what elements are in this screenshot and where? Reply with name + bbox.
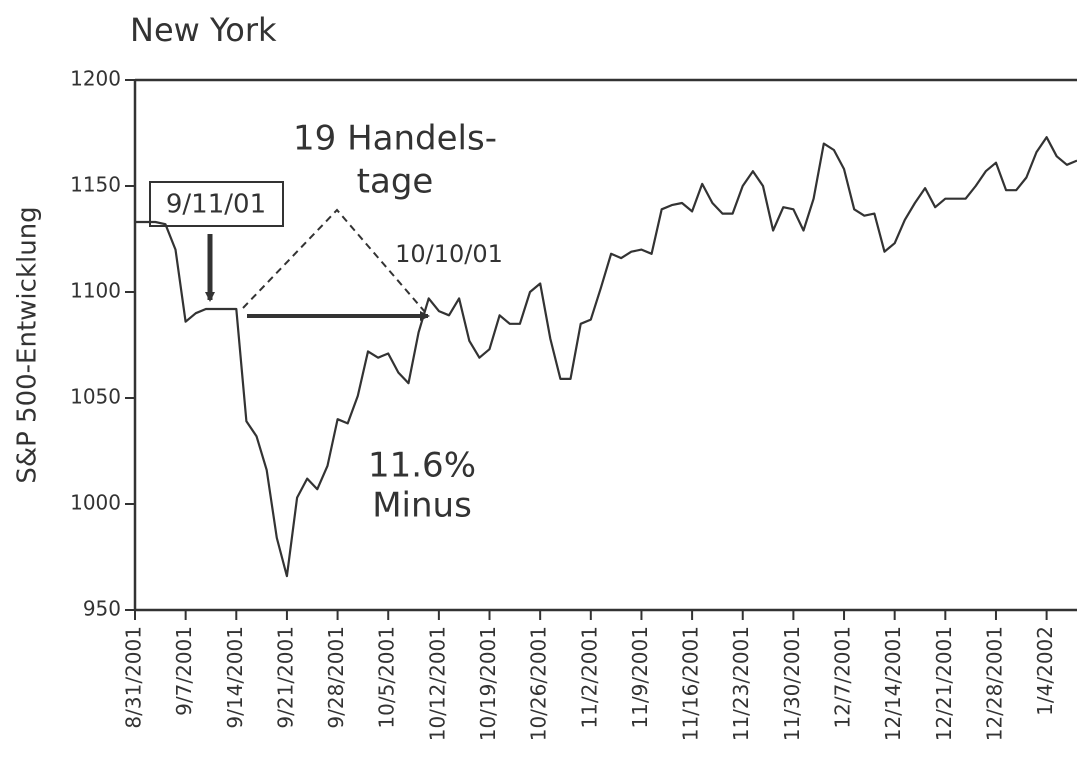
y-tick-label: 950 xyxy=(83,597,121,621)
x-tick-label: 10/5/2001 xyxy=(375,626,399,729)
x-tick-label: 12/7/2001 xyxy=(831,626,855,729)
x-tick-label: 10/26/2001 xyxy=(527,626,551,741)
y-tick-label: 1000 xyxy=(70,491,121,515)
x-tick-label: 11/30/2001 xyxy=(780,626,804,741)
annotation: Minus xyxy=(372,486,472,526)
y-tick-label: 1100 xyxy=(70,279,121,303)
y-tick-label: 1150 xyxy=(70,173,121,197)
x-tick-label: 11/9/2001 xyxy=(628,626,652,729)
x-tick-label: 12/14/2001 xyxy=(881,626,905,741)
x-tick-label: 9/28/2001 xyxy=(324,626,348,729)
x-tick-label: 12/21/2001 xyxy=(932,626,956,741)
x-tick-label: 11/16/2001 xyxy=(679,626,703,741)
dashed-bracket xyxy=(242,208,426,313)
x-tick-label: 9/14/2001 xyxy=(223,626,247,729)
annotation: 11.6% xyxy=(368,446,476,486)
chart-title: New York xyxy=(130,11,277,49)
y-tick-label: 1200 xyxy=(70,67,121,91)
x-tick-label: 8/31/2001 xyxy=(122,626,146,729)
price-line xyxy=(135,136,1077,578)
x-tick-label: 9/7/2001 xyxy=(172,626,196,716)
y-tick-label: 1050 xyxy=(70,385,121,409)
x-tick-label: 10/12/2001 xyxy=(425,626,449,741)
x-tick-label: 9/21/2001 xyxy=(273,626,297,729)
x-tick-label: 11/2/2001 xyxy=(577,626,601,729)
annotation: 10/10/01 xyxy=(395,240,503,268)
x-tick-label: 10/19/2001 xyxy=(476,626,500,741)
x-tick-label: 12/28/2001 xyxy=(982,626,1006,741)
y-axis-label: S&P 500-Entwicklung xyxy=(13,206,43,483)
annotation-box xyxy=(149,181,284,227)
annotation: 19 Handels- xyxy=(293,119,497,159)
x-tick-label: 11/23/2001 xyxy=(729,626,753,741)
annotation: tage xyxy=(357,162,434,202)
x-tick-label: 1/4/2002 xyxy=(1033,626,1057,716)
annotation: 9/11/01 xyxy=(166,190,266,220)
